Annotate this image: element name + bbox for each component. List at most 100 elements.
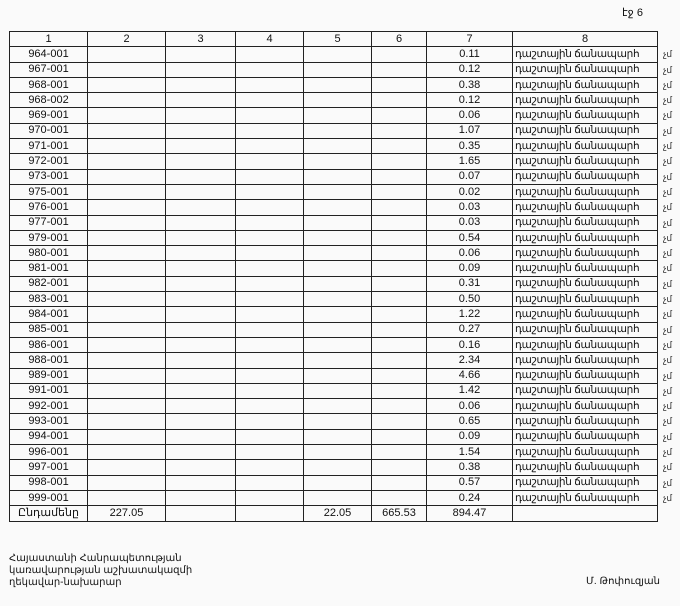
empty-cell [303, 92, 372, 109]
empty-cell [165, 352, 236, 369]
table-row: 976-001 0.03 դաշտային ճանապարհ չմ [9, 199, 672, 216]
land-type-label: դաշտային ճանապարհ [515, 307, 640, 320]
table-row: 993-001 0.65 դաշտային ճանապարհ չմ [9, 413, 672, 430]
land-type-label: դաշտային ճանապարհ [515, 155, 640, 168]
area-value: 1.42 [426, 382, 513, 400]
table-row: 964-001 0.11 դաշտային ճանապարհ չմ [9, 46, 672, 63]
land-type-label: դաշտային ճանապարհ [515, 109, 640, 122]
land-type-label: դաշտային ճանապարհ [515, 415, 640, 428]
empty-cell [371, 489, 427, 507]
table-row: 985-001 0.27 դաշտային ճանապարհ չմ [9, 321, 672, 338]
empty-cell [303, 168, 372, 185]
empty-cell [165, 474, 236, 491]
table-row: 967-001 0.12 դաշտային ճանապարհ չմ [9, 61, 672, 78]
empty-cell [87, 138, 166, 155]
empty-cell [371, 336, 427, 354]
land-type: դաշտային ճանապարհ չմ [512, 428, 672, 446]
table-row: 972-001 1.65 դաշտային ճանապարհ չմ [9, 153, 672, 170]
empty-cell [371, 183, 427, 201]
empty-cell [303, 291, 372, 308]
land-type-label: դաշտային ճանապարհ [515, 338, 640, 351]
empty-cell [165, 321, 236, 338]
empty-cell [235, 474, 304, 491]
empty-cell [303, 352, 372, 369]
empty-cell [303, 428, 372, 446]
empty-cell [165, 413, 236, 430]
table-row: 991-001 1.42 դաշտային ճանապարհ չմ [9, 382, 672, 400]
table-row: 994-001 0.09 դաշտային ճանապարհ չմ [9, 428, 672, 446]
empty-cell [235, 444, 304, 461]
empty-cell [235, 46, 304, 63]
empty-cell [87, 413, 166, 430]
land-type: դաշտային ճանապարհ չմ [512, 444, 672, 461]
table-row: 992-001 0.06 դաշտային ճանապարհ չմ [9, 398, 672, 415]
parcel-code: 979-001 [9, 229, 88, 247]
column-header: 3 [165, 30, 236, 48]
land-type-label: դաշտային ճանապարհ [515, 277, 640, 290]
suffix-label: չմ [663, 447, 672, 458]
land-type-label: դաշտային ճանապարհ [515, 460, 640, 473]
land-type: դաշտային ճանապարհ չմ [512, 245, 672, 262]
land-type: դաշտային ճանապարհ չմ [512, 260, 672, 277]
land-type-label: դաշտային ճանապարհ [515, 323, 640, 336]
empty-cell [165, 199, 236, 216]
parcel-code: 980-001 [9, 245, 88, 262]
land-type: դաշտային ճանապարհ չմ [512, 321, 672, 338]
suffix-label: չմ [663, 462, 672, 473]
empty-cell [235, 107, 304, 124]
column-header: 7 [426, 30, 513, 48]
column-header: 2 [87, 30, 166, 48]
land-type: դաշտային ճանապարհ չմ [512, 92, 672, 109]
empty-cell [87, 245, 166, 262]
parcel-code: 967-001 [9, 61, 88, 78]
land-type-label: դաշտային ճանապարհ [515, 78, 640, 91]
empty-cell [165, 76, 236, 94]
empty-cell [87, 183, 166, 201]
empty-cell [371, 229, 427, 247]
area-value: 0.07 [426, 168, 513, 185]
empty-cell [165, 183, 236, 201]
suffix-label: չմ [663, 186, 672, 197]
land-type-label: դաշտային ճանապարհ [515, 445, 640, 458]
parcel-code: 999-001 [9, 489, 88, 507]
empty-cell [371, 306, 427, 323]
empty-cell [235, 153, 304, 170]
suffix-label: չմ [663, 416, 672, 427]
land-type: դաշտային ճանապարհ չմ [512, 229, 672, 247]
empty-cell [235, 489, 304, 507]
empty-cell [371, 474, 427, 491]
land-type: դաշտային ճանապարհ չմ [512, 459, 672, 476]
area-value: 0.09 [426, 260, 513, 277]
column-header: 6 [371, 30, 427, 48]
total-c8 [512, 505, 658, 522]
empty-cell [303, 183, 372, 201]
empty-cell [303, 229, 372, 247]
empty-cell [235, 245, 304, 262]
land-type-label: դաշտային ճանապարհ [515, 216, 640, 229]
suffix-label: չմ [663, 263, 672, 274]
land-type: դաշտային ճանապարհ չմ [512, 382, 672, 400]
empty-cell [371, 245, 427, 262]
land-type-label: դաշտային ճանապարհ [515, 476, 640, 489]
empty-cell [235, 199, 304, 216]
empty-cell [165, 245, 236, 262]
empty-cell [87, 321, 166, 338]
empty-cell [235, 61, 304, 78]
empty-cell [235, 352, 304, 369]
parcel-code: 986-001 [9, 336, 88, 354]
area-value: 4.66 [426, 367, 513, 384]
land-type: դաշտային ճանապարհ չմ [512, 306, 672, 323]
empty-cell [303, 199, 372, 216]
empty-cell [303, 382, 372, 400]
total-c5: 22.05 [303, 505, 372, 522]
page-number: էջ 6 [622, 7, 643, 19]
parcel-code: 988-001 [9, 352, 88, 369]
land-type-label: դաշտային ճանապարհ [515, 491, 640, 504]
land-type: դաշտային ճանապարհ չմ [512, 413, 672, 430]
empty-cell [165, 107, 236, 124]
table-row: 973-001 0.07 դաշտային ճանապարհ չմ [9, 168, 672, 185]
parcel-code: 973-001 [9, 168, 88, 185]
empty-cell [87, 61, 166, 78]
table-row: 997-001 0.38 դաշտային ճանապարհ չմ [9, 459, 672, 476]
empty-cell [165, 398, 236, 415]
